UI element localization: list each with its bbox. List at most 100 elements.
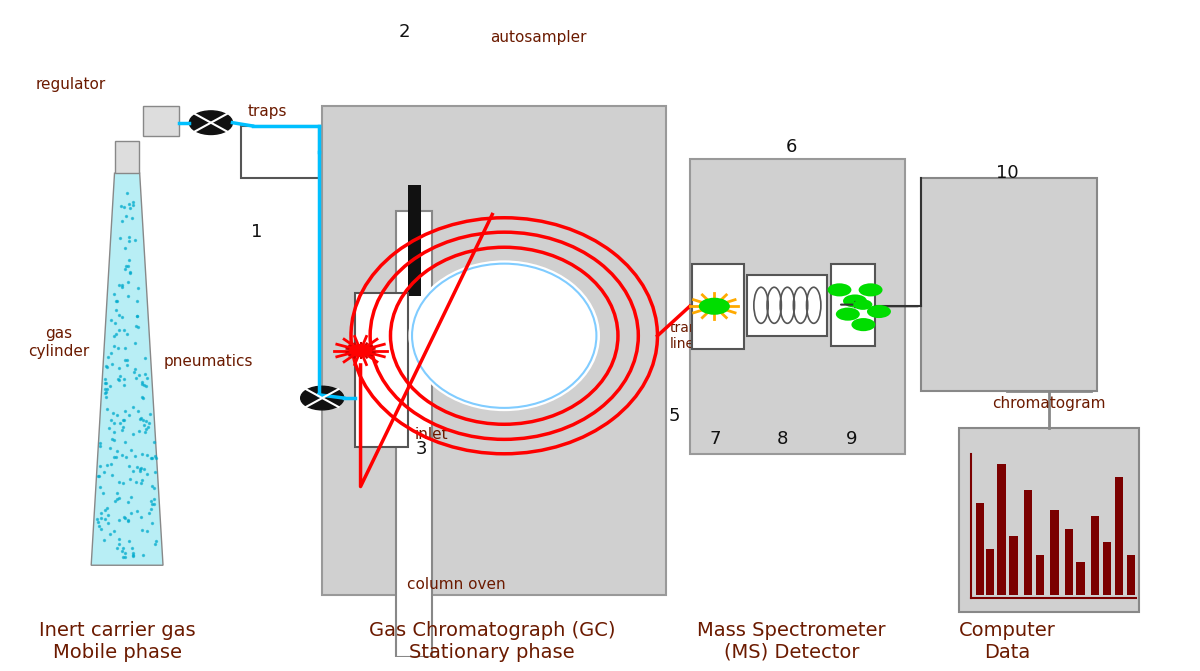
Point [119,290,138,301]
Point [124,550,143,560]
Point [106,329,125,340]
Point [116,360,136,370]
Point [132,475,151,486]
Circle shape [852,318,875,331]
Point [118,328,137,339]
Point [95,373,114,384]
Point [142,496,161,507]
Bar [1076,562,1085,595]
Point [109,343,128,354]
Point [145,450,164,461]
Point [137,423,156,434]
Point [118,188,137,199]
Point [115,548,134,558]
Point [130,413,149,424]
Point [109,324,128,335]
Point [109,515,128,526]
Circle shape [853,299,872,310]
Point [124,367,143,378]
Point [119,231,138,242]
Point [96,392,115,403]
Text: 10: 10 [996,164,1019,183]
Circle shape [859,283,882,297]
Bar [1036,556,1044,595]
Text: gas
cylinder: gas cylinder [29,326,90,358]
Point [108,543,127,554]
Point [137,380,156,391]
Point [96,505,115,515]
Point [120,473,139,484]
Point [140,408,160,419]
Point [109,280,128,291]
Point [131,512,150,523]
Point [114,511,133,522]
Point [144,482,163,493]
Point [113,450,132,460]
Point [128,322,148,333]
Point [98,352,118,362]
Point [128,295,148,306]
Point [134,420,154,431]
Bar [1024,490,1032,595]
Point [124,429,143,440]
Point [126,476,145,487]
Point [136,427,155,437]
Bar [985,549,994,595]
Circle shape [190,111,233,134]
Text: autosampler: autosampler [490,30,587,45]
Point [110,232,130,243]
Point [119,515,138,526]
Point [110,539,130,550]
Point [113,312,132,323]
Point [136,353,155,364]
Point [96,377,115,388]
Point [91,507,110,518]
Point [104,289,124,299]
Point [126,364,145,374]
Point [104,341,124,352]
Bar [1115,476,1123,595]
Point [128,282,148,293]
Point [109,493,128,503]
Point [116,260,136,271]
Point [131,464,150,475]
Text: Inert carrier gas
Mobile phase: Inert carrier gas Mobile phase [40,621,196,662]
Point [88,517,107,527]
Point [115,201,134,212]
Point [102,359,121,370]
Point [115,243,134,254]
Point [133,415,152,425]
Point [108,296,127,307]
Point [120,267,139,278]
Point [107,446,126,456]
Bar [920,178,1097,391]
Point [104,330,124,341]
Bar [748,275,828,336]
Text: Computer
Data: Computer Data [959,621,1056,662]
Point [127,311,146,321]
Point [122,492,142,503]
Point [144,499,163,510]
Point [146,539,166,550]
Point [110,417,130,428]
Circle shape [301,386,343,410]
Bar [692,264,744,349]
Point [136,416,155,427]
Point [100,381,119,392]
Point [127,462,146,472]
Point [101,528,120,539]
Point [97,460,116,470]
Point [120,409,139,420]
Point [119,255,138,266]
Point [120,202,139,213]
Point [109,374,128,385]
Point [119,236,138,246]
Point [91,461,110,472]
Text: Gas Chromatograph (GC)
Stationary phase: Gas Chromatograph (GC) Stationary phase [370,621,616,662]
Point [122,401,142,412]
Point [90,437,109,448]
Point [126,234,145,245]
Point [124,200,143,211]
Point [104,427,124,437]
Point [133,550,152,561]
